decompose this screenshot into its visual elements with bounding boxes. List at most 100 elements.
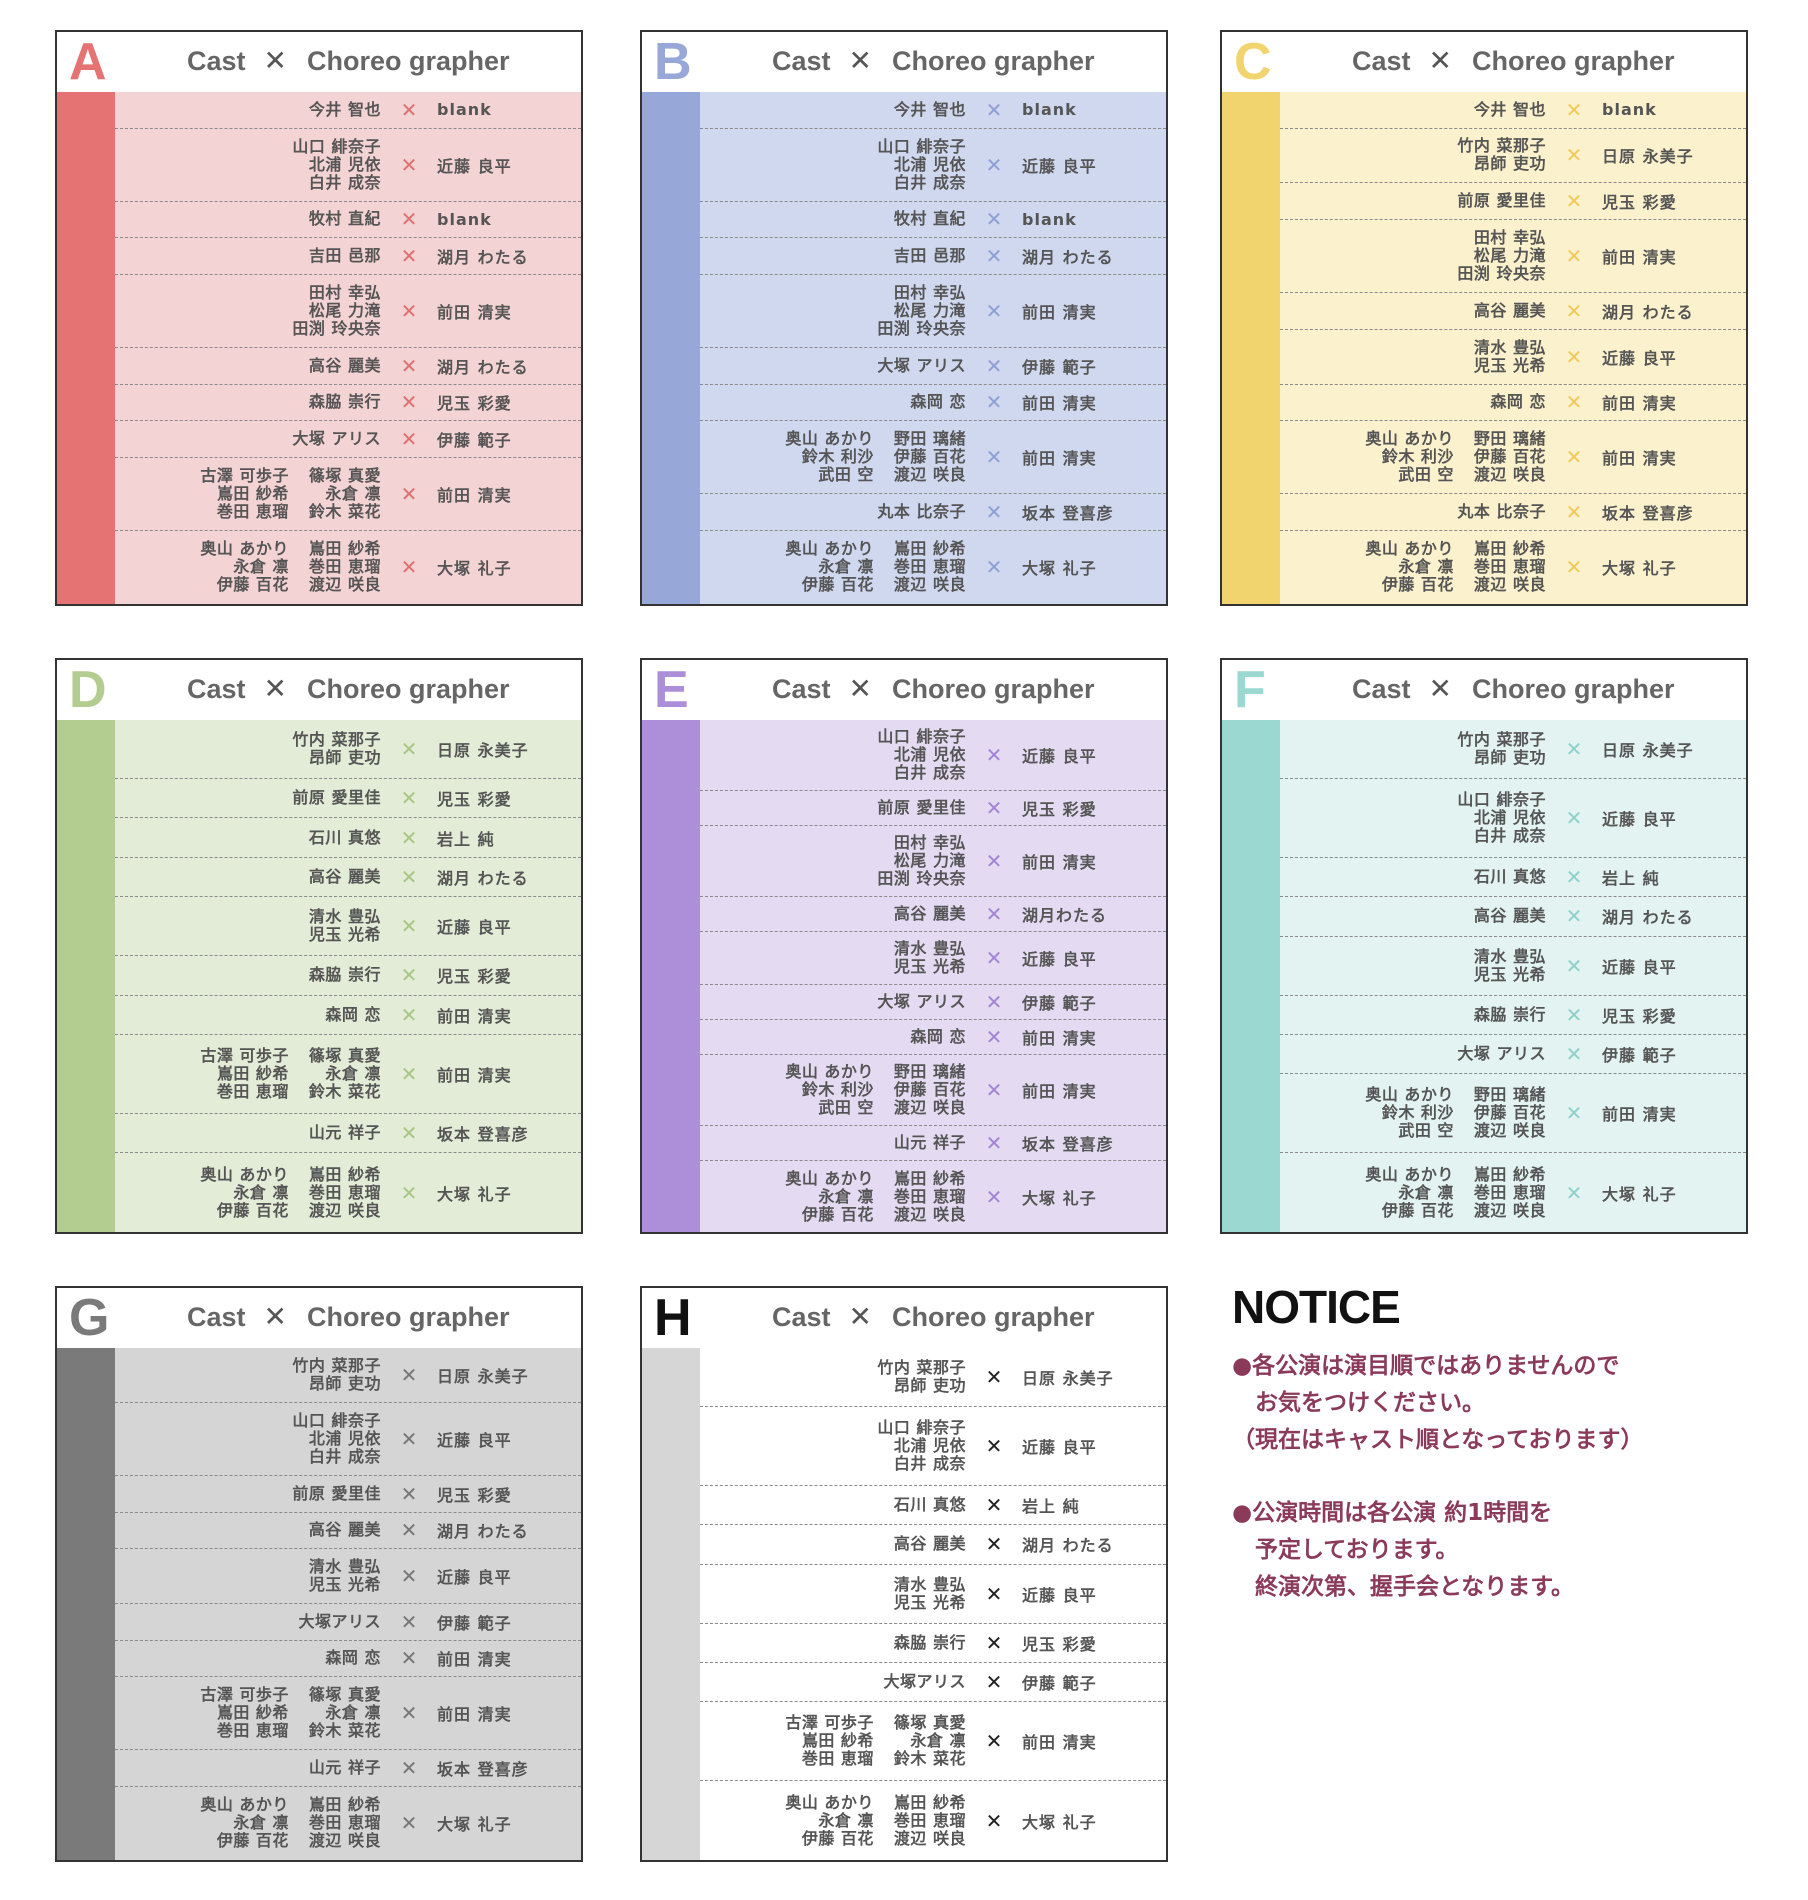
choreographer-name: 近藤 良平	[437, 1568, 512, 1588]
choreographer-name: 近藤 良平	[1022, 949, 1097, 969]
pairing-row: 奥山 あかり 永倉 凛伊藤 百花 嶌田 紗希 巻田 恵瑠 渡辺 咲良 ✕ 大塚 礼子	[115, 1153, 581, 1232]
pairing-row: 奥山 あかり 永倉 凛伊藤 百花 嶌田 紗希 巻田 恵瑠 渡辺 咲良 ✕ 大塚 礼子	[115, 531, 581, 604]
cast-column: 今井 智也	[1474, 100, 1546, 119]
panel-title: Cast ✕ Choreo grapher	[187, 1300, 510, 1333]
pairing-list: 竹内 菜那子 昂師 吏功 ✕ 日原 永美子 前原 愛里佳 ✕ 児玉 彩愛 石川 真悠 ✕ 岩上 純…	[115, 720, 581, 1232]
cast-names: 前原 愛里佳	[700, 798, 966, 817]
cast-names: 大塚アリス	[115, 1611, 381, 1631]
cast-name: 竹内 菜那子	[292, 730, 381, 750]
cast-name: 伊藤 百花	[801, 575, 874, 595]
choreographer-name: 近藤 良平	[1602, 348, 1677, 368]
cast-label: Cast	[772, 46, 831, 76]
pairing-row: 高谷 麗美 ✕ 湖月 わたる	[115, 348, 581, 385]
panel-letter: D	[69, 661, 107, 719]
color-bar	[1222, 92, 1280, 604]
pairing-row: 清水 豊弘 児玉 光希 ✕ 近藤 良平	[700, 932, 1166, 985]
panel-e: E Cast ✕ Choreo grapher 山口 緋奈子 北浦 児依 白井 成奈 ✕ 近藤 …	[640, 658, 1168, 1234]
cast-name: 牧村 直紀	[308, 209, 381, 229]
pairing-row: 大塚アリス ✕ 伊藤 範子	[700, 1663, 1166, 1703]
cast-name: 渡辺 咲良	[308, 575, 381, 595]
pairing-row: 森岡 恋 ✕ 前田 清実	[700, 385, 1166, 422]
choreographer-name: 坂本 登喜彦	[437, 1760, 529, 1779]
cast-name: 白井 成奈	[893, 762, 966, 782]
pairing-row: 前原 愛里佳 ✕ 児玉 彩愛	[115, 1476, 581, 1513]
choreographer-name: 近藤 良平	[1022, 746, 1097, 766]
choreographer-name: 岩上 純	[437, 829, 495, 849]
pairing-row: 清水 豊弘 児玉 光希 ✕ 近藤 良平	[1280, 330, 1746, 385]
cast-name: 白井 成奈	[1473, 825, 1546, 845]
cross-icon: ✕	[985, 445, 1003, 470]
cast-name: 巻田 恵瑠	[801, 1749, 874, 1769]
choreographer-name: 伊藤 範子	[1022, 357, 1097, 377]
cast-names: 古澤 可歩子 嶌田 紗希 巻田 恵瑠 篠塚 真愛 永倉 凛鈴木 菜花	[115, 466, 381, 521]
cross-icon: ✕	[400, 1646, 418, 1671]
cast-names: 山元 祥子	[115, 1759, 381, 1777]
cast-names: 奥山 あかり 鈴木 利沙 武田 空野田 璃緒 伊藤 百花 渡辺 咲良	[1280, 430, 1546, 484]
cast-name: 伊藤 百花	[801, 1828, 874, 1848]
cast-name: 嶌田 紗希	[308, 1164, 381, 1184]
cast-name: 田渕 玲央奈	[877, 868, 966, 888]
cast-names: 山口 緋奈子 北浦 児依 白井 成奈	[700, 137, 966, 192]
cast-name: 北浦 児依	[893, 1435, 966, 1455]
pairing-row: 高谷 麗美 ✕ 湖月 わたる	[1280, 897, 1746, 937]
cast-name: 武田 空	[818, 465, 874, 485]
panel-header: G Cast ✕ Choreo grapher	[57, 1288, 581, 1348]
cross-icon: ✕	[1428, 45, 1452, 76]
cast-names: 田村 幸弘 松尾 力滝 田渕 玲央奈	[700, 283, 966, 338]
cast-column: 山元 祥子	[309, 1123, 381, 1142]
panel-f: F Cast ✕ Choreo grapher 竹内 菜那子 昂師 吏功 ✕ 日原 永美子 山口…	[1220, 658, 1748, 1234]
cross-icon: ✕	[1565, 445, 1583, 470]
cast-name: 高谷 麗美	[1473, 906, 1546, 926]
cast-column: 嶌田 紗希 巻田 恵瑠 渡辺 咲良	[894, 1793, 966, 1848]
cast-names: 丸本 比奈子	[700, 503, 966, 521]
cast-column: 古澤 可歩子 嶌田 紗希 巻田 恵瑠	[200, 1046, 289, 1101]
cast-column: 吉田 邑那	[894, 247, 966, 265]
panel-header: D Cast ✕ Choreo grapher	[57, 660, 581, 720]
cross-icon: ✕	[985, 97, 1003, 122]
cast-column: 野田 璃緒 伊藤 百花 渡辺 咲良	[1474, 1086, 1546, 1140]
cast-column: 奥山 あかり 鈴木 利沙 武田 空	[1365, 430, 1454, 484]
cast-column: 嶌田 紗希 巻田 恵瑠 渡辺 咲良	[309, 540, 381, 594]
panel-c: C Cast ✕ Choreo grapher 今井 智也 ✕ blank 竹内 菜那子 昂師 …	[1220, 30, 1748, 606]
choreographer-name: 前田 清実	[1022, 449, 1097, 469]
panel-title: Cast ✕ Choreo grapher	[187, 44, 510, 77]
cast-column: 大塚アリス	[883, 1673, 966, 1691]
cross-icon: ✕	[985, 207, 1003, 232]
cast-names: 森岡 恋	[1280, 393, 1546, 411]
cross-icon: ✕	[400, 1518, 418, 1543]
cast-column: 森脇 崇行	[1474, 1005, 1546, 1024]
pairing-row: 石川 真悠 ✕ 岩上 純	[1280, 858, 1746, 898]
cast-name: 山元 祥子	[893, 1133, 966, 1153]
pairing-row: 清水 豊弘 児玉 光希 ✕ 近藤 良平	[700, 1565, 1166, 1624]
choreographer-name: 岩上 純	[1022, 1497, 1080, 1517]
cast-name: 北浦 児依	[893, 744, 966, 764]
cast-column: 清水 豊弘 児玉 光希	[894, 939, 966, 976]
cast-name: 渡辺 咲良	[893, 465, 966, 485]
pairing-row: 山口 緋奈子 北浦 児依 白井 成奈 ✕ 近藤 良平	[1280, 779, 1746, 858]
cross-icon: ✕	[985, 1808, 1003, 1833]
cross-icon: ✕	[400, 786, 418, 811]
cast-name: 昂師 吏功	[308, 1373, 381, 1393]
pairing-row: 高谷 麗美 ✕ 湖月 わたる	[115, 858, 581, 898]
choreographer-name: 前田 清実	[437, 1006, 512, 1026]
cast-names: 竹内 菜那子 昂師 吏功	[1280, 137, 1546, 173]
panel-header: E Cast ✕ Choreo grapher	[642, 660, 1166, 720]
pairing-row: 山元 祥子 ✕ 坂本 登喜彦	[115, 1114, 581, 1154]
cast-name: 大塚アリス	[298, 1611, 381, 1631]
cast-name: 高谷 麗美	[893, 1534, 966, 1554]
notice-section: NOTICE ●各公演は演目順ではありませんので お気をつけください。 （現在は…	[1232, 1280, 1752, 1642]
pairing-list: 今井 智也 ✕ blank 竹内 菜那子 昂師 吏功 ✕ 日原 永美子 前原 愛里佳 ✕ 児玉 彩…	[1280, 92, 1746, 604]
choreographer-name: 湖月わたる	[1022, 905, 1108, 925]
panel-letter: E	[654, 661, 689, 719]
cast-names: 今井 智也	[1280, 100, 1546, 119]
cross-icon: ✕	[400, 1061, 418, 1086]
cross-icon: ✕	[263, 1301, 287, 1332]
panel-title: Cast ✕ Choreo grapher	[187, 672, 510, 705]
cast-name: 巻田 恵瑠	[216, 501, 289, 521]
choreographer-name: 児玉 彩愛	[437, 967, 512, 987]
cast-name: 永倉 凛	[233, 1182, 289, 1202]
cast-name: 伊藤 百花	[801, 1204, 874, 1224]
cast-names: 牧村 直紀	[700, 210, 966, 228]
cast-names: 高谷 麗美	[700, 904, 966, 923]
choreographer-name: blank	[437, 100, 492, 120]
